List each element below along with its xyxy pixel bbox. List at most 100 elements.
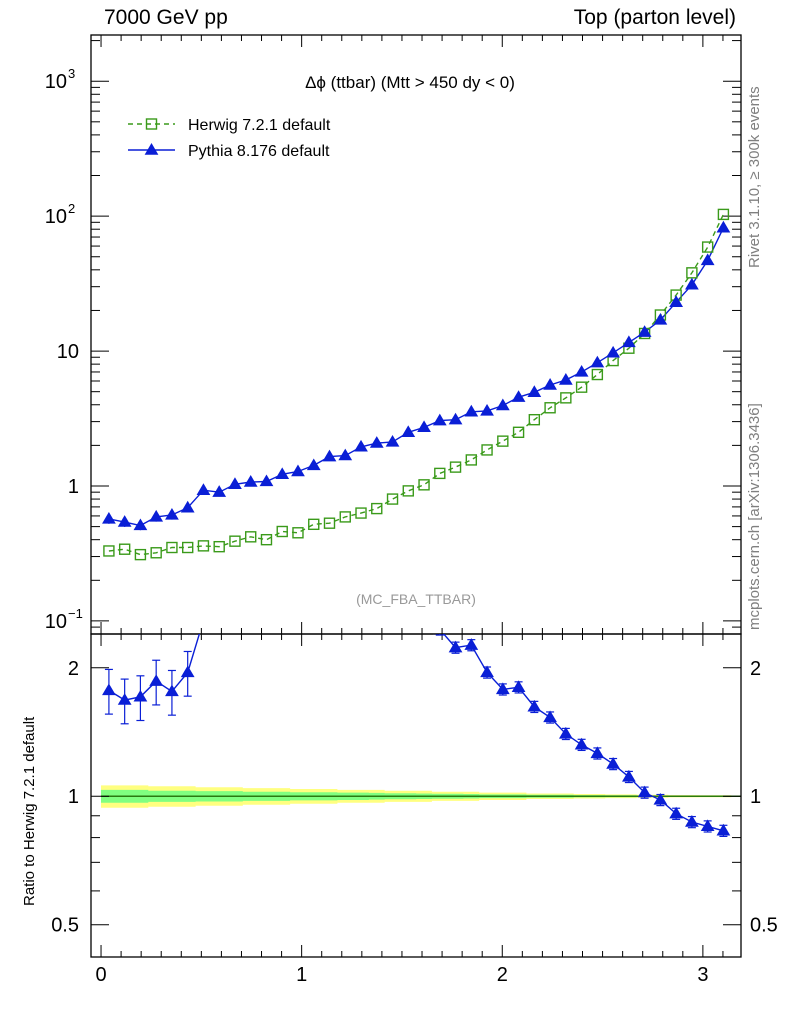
herwig-line — [108, 214, 725, 556]
ratio-pythia-point — [102, 683, 116, 696]
ratio-pythia-point — [117, 693, 132, 705]
ratio-pythia-point — [229, 610, 241, 620]
pythia-point — [196, 483, 211, 495]
herwig-point — [449, 461, 462, 473]
main-y-tick-label: 10 — [45, 71, 67, 93]
pythia-point — [669, 295, 684, 307]
herwig-point — [229, 535, 241, 547]
ratio-pythia-point — [245, 617, 257, 627]
pythia-point — [306, 458, 321, 471]
main-y-tick-label: 1 — [68, 476, 79, 498]
main-y-tick-label: 10 — [57, 341, 79, 363]
main-y-tick-exponent: 3 — [68, 66, 75, 81]
pythia-point — [480, 403, 494, 416]
ratio-x-tick-label: 3 — [697, 964, 708, 986]
main-y-tick-exponent: 2 — [68, 201, 75, 216]
ratio-y-tick-label-right: 0.5 — [750, 915, 778, 937]
pythia-point — [180, 500, 195, 513]
ratio-y-tick-label: 0.5 — [51, 915, 79, 937]
chart-title: Δϕ (ttbar) (Mtt > 450 dy < 0) — [305, 73, 515, 92]
pythia-point — [417, 420, 431, 433]
analysis-watermark: (MC_FBA_TTBAR) — [356, 591, 476, 607]
pythia-point — [102, 511, 116, 524]
pythia-point — [574, 364, 589, 377]
pythia-point — [149, 509, 164, 522]
main-series-layer — [102, 208, 731, 561]
ratio-pythia-point — [590, 746, 605, 759]
ratio-pythia-point — [213, 618, 225, 628]
ratio-frame — [90, 633, 742, 958]
ratio-pythia-point — [308, 604, 320, 614]
pythia-point — [700, 253, 715, 266]
herwig-point — [323, 517, 336, 529]
ratio-pythia-point — [387, 610, 399, 620]
pythia-point — [165, 507, 179, 520]
pythia-point — [543, 378, 557, 390]
pythia-point — [527, 385, 542, 397]
herwig-point — [481, 444, 493, 456]
ratio-pythia-point — [418, 608, 430, 618]
legend-pythia-marker — [144, 143, 159, 155]
ratio-pythia-point — [448, 640, 463, 653]
herwig-point — [465, 454, 478, 466]
ratio-pythia-point — [260, 606, 272, 616]
pythia-point — [291, 464, 305, 477]
herwig-point — [118, 543, 131, 555]
pythia-point — [212, 485, 227, 497]
ratio-pythia-point — [716, 823, 731, 836]
ratio-x-tick-label: 2 — [497, 964, 508, 986]
herwig-point — [434, 467, 446, 480]
pythia-point — [432, 413, 447, 426]
pythia-point — [622, 335, 636, 348]
ratio-pythia-point — [700, 819, 715, 832]
herwig-point — [355, 507, 367, 519]
pythia-point — [590, 355, 605, 368]
ratio-pythia-point — [149, 674, 164, 686]
pythia-point — [685, 277, 699, 290]
ratio-pythia-point — [165, 684, 179, 697]
ratio-x-tick-label: 0 — [95, 964, 106, 986]
pythia-point — [385, 434, 400, 447]
ratio-series-layer — [102, 580, 731, 838]
ratio-pythia-point — [653, 792, 668, 805]
legend-herwig-marker — [145, 118, 158, 130]
herwig-point — [528, 413, 541, 426]
ratio-pythia-point — [292, 597, 304, 607]
pythia-point — [464, 404, 479, 417]
ratio-pythia-point — [339, 596, 351, 606]
ratio-pythia-point — [133, 689, 148, 702]
ratio-y-tick-label-right: 1 — [750, 786, 761, 808]
ratio-x-tick-label: 1 — [296, 964, 307, 986]
herwig-point — [150, 547, 162, 559]
legend-herwig-label: Herwig 7.2.1 default — [188, 117, 331, 134]
herwig-point — [560, 392, 572, 404]
pythia-point — [653, 312, 668, 325]
pythia-point — [228, 477, 242, 489]
herwig-point — [418, 479, 430, 491]
herwig-point — [701, 241, 714, 253]
legend-pythia-label: Pythia 8.176 default — [188, 143, 330, 160]
main-y-tick-label: 10 — [45, 206, 67, 228]
pythia-point — [322, 449, 337, 462]
herwig-point — [276, 525, 288, 538]
herwig-point — [717, 208, 730, 221]
pythia-point — [243, 475, 258, 487]
ratio-band — [101, 785, 741, 808]
pythia-point — [637, 325, 652, 337]
herwig-point — [591, 368, 604, 381]
herwig-point — [181, 541, 194, 554]
main-y-tick-label: 10 — [45, 611, 67, 633]
pythia-point — [511, 390, 526, 402]
ratio-pythia-point — [495, 682, 510, 695]
pythia-point — [133, 518, 148, 531]
header-left: 7000 GeV pp — [104, 6, 228, 29]
ratio-pythia-point — [355, 581, 367, 591]
ratio-pythia-point — [323, 580, 335, 590]
ratio-pythia-point — [180, 665, 195, 678]
ratio-pythia-point — [511, 680, 526, 693]
herwig-point — [308, 518, 320, 531]
ratio-pythia-point — [432, 634, 447, 635]
pythia-point — [259, 474, 274, 487]
pythia-point — [558, 373, 573, 385]
pythia-point — [448, 412, 463, 425]
